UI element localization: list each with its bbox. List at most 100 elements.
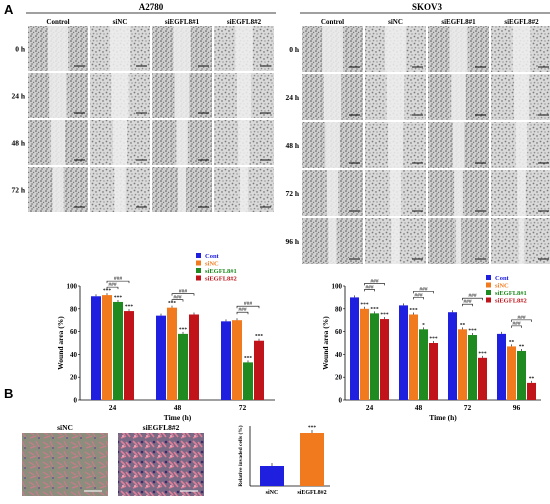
a2780-y-tick-label: 40 (70, 351, 78, 359)
invasion-bar (260, 466, 284, 486)
invasion-image-label: siNC (57, 423, 73, 432)
skov3-wound-gap (328, 218, 337, 264)
skov3-significance: *** (409, 308, 418, 314)
skov3-y-tick-label: 100 (332, 283, 343, 291)
skov3-y-tick-label: 20 (335, 374, 343, 382)
skov3-row-label: 48 h (285, 141, 299, 150)
skov3-x-tick-label: 48 (415, 403, 423, 412)
skov3-legend-swatch (486, 297, 491, 303)
a2780-significance: *** (103, 288, 112, 294)
skov3-wound-gap (388, 122, 403, 168)
a2780-row-label: 48 h (11, 139, 25, 148)
a2780-col-label: siNC (113, 18, 128, 26)
skov3-wound-gap (455, 218, 462, 264)
a2780-significance: *** (114, 295, 123, 301)
skov3-bar-siegfl81 (517, 350, 526, 400)
panel-label-b: B (4, 386, 14, 401)
skov3-row-label: 24 h (285, 93, 299, 102)
skov3-title: SKOV3 (412, 2, 443, 12)
skov3-x-tick-label: 96 (513, 403, 521, 412)
skov3-significance: * (422, 322, 425, 328)
a2780-bar-sinc (102, 295, 112, 400)
a2780-wound-gap (177, 167, 187, 212)
a2780-significance: *** (255, 334, 264, 340)
skov3-bar-siegfl81 (370, 313, 379, 400)
a2780-y-tick-label: 20 (70, 374, 78, 382)
skov3-col-label: siNC (388, 18, 403, 26)
skov3-bar-siegfl81 (419, 329, 428, 400)
a2780-legend-swatch (196, 260, 201, 266)
skov3-comparison-label: ### (370, 278, 379, 284)
skov3-y-tick-label: 40 (335, 351, 343, 359)
a2780-bar-siegfl82 (189, 314, 199, 400)
skov3-comparison-bracket (511, 325, 522, 328)
skov3-bar-cont (448, 312, 457, 400)
skov3-bar-siegfl82 (380, 319, 389, 400)
skov3-comparison-label: ### (414, 292, 423, 298)
skov3-comparison-bracket (462, 303, 473, 307)
skov3-y-tick-label: 80 (335, 305, 343, 313)
skov3-significance: ** (460, 322, 466, 328)
a2780-comparison-label: ### (238, 307, 247, 313)
invasion-y-axis-title: Relative invaded cells (%) (237, 425, 244, 486)
panel-label-a: A (4, 2, 14, 17)
skov3-bar-siegfl82 (429, 343, 438, 400)
skov3-significance: *** (380, 312, 389, 318)
a2780-comparison-label: ### (108, 282, 117, 288)
skov3-comparison-label: ### (419, 286, 428, 292)
a2780-bar-siegfl81 (178, 333, 188, 400)
skov3-x-tick-label: 24 (366, 403, 374, 412)
invasion-significance: *** (308, 425, 317, 431)
skov3-col-label: siEGFL8#1 (441, 18, 476, 26)
a2780-significance: *** (244, 355, 253, 361)
a2780-bar-cont (221, 321, 231, 400)
skov3-bar-sinc (360, 308, 369, 400)
skov3-legend-swatch (486, 290, 491, 295)
skov3-comparison-label: ### (468, 293, 477, 299)
skov3-significance: *** (429, 336, 438, 342)
a2780-wound-gap (52, 167, 64, 212)
a2780-col-label: Control (46, 18, 69, 26)
a2780-comparison-bracket (171, 299, 184, 302)
a2780-col-label: siEGFL8#2 (227, 18, 262, 26)
a2780-legend-label: Cont (205, 253, 220, 260)
a2780-bar-cont (156, 315, 166, 400)
skov3-significance: *** (478, 351, 487, 357)
skov3-wound-gap (518, 218, 525, 264)
a2780-bar-siegfl82 (254, 340, 264, 400)
skov3-wound-gap (389, 170, 402, 216)
a2780-y-tick-label: 60 (70, 328, 78, 336)
skov3-significance: *** (370, 306, 379, 312)
skov3-comparison-label: ### (463, 299, 472, 305)
skov3-comparison-label: ### (512, 321, 521, 327)
a2780-wound-gap (238, 120, 250, 165)
skov3-bar-sinc (507, 346, 516, 400)
skov3-legend-label: Cont (495, 275, 510, 282)
a2780-significance: *** (179, 327, 188, 333)
skov3-row-label: 72 h (285, 189, 299, 198)
a2780-comparison-bracket (236, 305, 260, 309)
invasion-x-tick-label: siNC (266, 490, 279, 496)
a2780-legend-swatch (196, 253, 201, 258)
a2780-legend-label: siEGFL8#1 (205, 268, 237, 275)
a2780-wound-gap (49, 73, 67, 118)
a2780-y-axis-title: Wound area (%) (56, 316, 65, 370)
skov3-wound-gap (391, 218, 400, 264)
skov3-wound-gap (454, 170, 463, 216)
skov3-wound-gap (515, 122, 528, 168)
a2780-wound-gap (47, 26, 69, 71)
skov3-wound-gap (514, 74, 529, 120)
skov3-comparison-label: ### (365, 284, 374, 290)
skov3-legend-label: siNC (495, 283, 509, 290)
skov3-y-tick-label: 0 (339, 397, 343, 405)
a2780-row-label: 24 h (11, 92, 25, 101)
a2780-wound-gap (236, 73, 252, 118)
skov3-bar-siegfl81 (468, 335, 477, 400)
a2780-significance: *** (125, 304, 134, 310)
a2780-wound-gap (174, 73, 190, 118)
skov3-wound-gap (385, 26, 406, 72)
skov3-x-tick-label: 72 (464, 403, 472, 412)
a2780-bar-sinc (167, 307, 177, 400)
skov3-comparison-bracket (413, 291, 434, 294)
